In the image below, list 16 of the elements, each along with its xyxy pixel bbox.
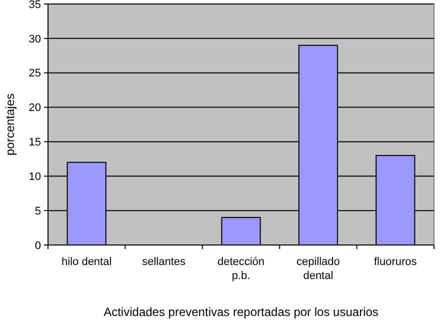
y-tick-label: 15 xyxy=(28,136,41,149)
y-tick-label: 30 xyxy=(28,33,41,46)
y-tick-label: 35 xyxy=(28,0,41,11)
y-tick-label: 20 xyxy=(28,102,41,114)
y-tick-label: 5 xyxy=(34,205,41,218)
x-axis-title: Actividades preventivas reportadas por los usuarios xyxy=(104,305,378,319)
bar xyxy=(221,216,261,246)
x-tick-label: cepillado dental xyxy=(296,256,340,282)
y-axis-title: porcentajes xyxy=(3,93,17,156)
x-tick-label: fluoruros xyxy=(374,256,418,268)
y-tick-label: 25 xyxy=(28,68,41,80)
y-tick-label: 10 xyxy=(28,170,41,183)
x-tick-label: sellantes xyxy=(142,256,186,268)
y-tick-label: 0 xyxy=(34,240,41,252)
x-tick-label: detección p.b. xyxy=(217,256,265,282)
x-tick-label: hilo dental xyxy=(62,256,112,268)
